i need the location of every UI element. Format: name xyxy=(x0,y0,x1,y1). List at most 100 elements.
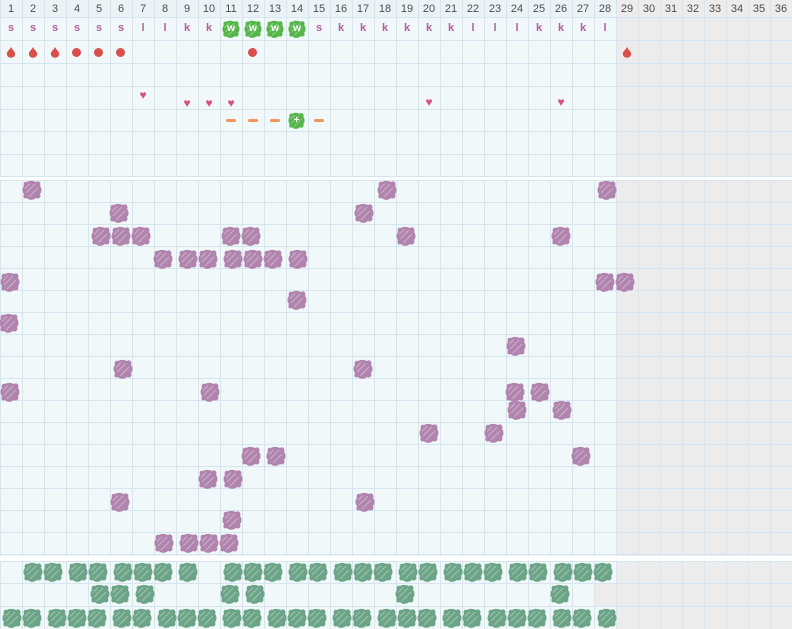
temperature-mark[interactable] xyxy=(507,400,527,420)
temperature-mark[interactable] xyxy=(110,492,130,512)
temperature-mark[interactable] xyxy=(222,510,242,530)
temperature-mark[interactable] xyxy=(506,336,526,356)
history-day-mark[interactable] xyxy=(177,608,197,628)
observation-letter[interactable]: k xyxy=(183,22,191,34)
history-day-mark[interactable] xyxy=(507,608,527,628)
history-day-mark[interactable] xyxy=(353,562,373,582)
bleeding-dot-icon[interactable] xyxy=(116,48,125,57)
observation-letter[interactable]: s xyxy=(29,22,37,34)
temperature-mark[interactable] xyxy=(109,203,129,223)
history-day-mark[interactable] xyxy=(442,608,462,628)
history-day-mark[interactable] xyxy=(223,562,243,582)
bleeding-dot-icon[interactable] xyxy=(72,48,81,57)
temperature-mark[interactable] xyxy=(91,226,111,246)
temperature-mark[interactable] xyxy=(530,382,550,402)
history-day-mark[interactable] xyxy=(417,608,437,628)
history-day-mark[interactable] xyxy=(113,562,133,582)
history-day-mark[interactable] xyxy=(2,608,22,628)
observation-letter[interactable]: l xyxy=(141,22,145,34)
temperature-mark[interactable] xyxy=(419,423,439,443)
history-day-mark[interactable] xyxy=(593,562,613,582)
temperature-mark[interactable] xyxy=(396,226,416,246)
history-day-mark[interactable] xyxy=(68,562,88,582)
observation-letter[interactable]: s xyxy=(315,22,323,34)
observation-letter[interactable]: s xyxy=(95,22,103,34)
history-day-mark[interactable] xyxy=(110,584,130,604)
observation-letter[interactable]: l xyxy=(603,22,607,34)
test-negative-icon[interactable] xyxy=(248,119,258,122)
bleeding-dot-icon[interactable] xyxy=(94,48,103,57)
temperature-mark[interactable] xyxy=(551,226,571,246)
intercourse-heart-icon[interactable]: ♥ xyxy=(183,96,191,110)
history-day-mark[interactable] xyxy=(463,562,483,582)
temperature-mark[interactable] xyxy=(131,226,151,246)
history-day-mark[interactable] xyxy=(112,608,132,628)
intercourse-heart-icon[interactable]: ♥ xyxy=(227,96,235,110)
temperature-mark[interactable] xyxy=(219,533,239,553)
history-day-mark[interactable] xyxy=(550,584,570,604)
temperature-mark[interactable] xyxy=(597,180,617,200)
history-day-mark[interactable] xyxy=(153,562,173,582)
history-day-mark[interactable] xyxy=(90,584,110,604)
temperature-mark[interactable] xyxy=(198,469,218,489)
history-day-mark[interactable] xyxy=(572,608,592,628)
temperature-mark[interactable] xyxy=(198,249,218,269)
top-section-content[interactable]: 1 2 3 4 5 6 7 8 9 10 11 12 13 14 15 16 17 18 19 20 21 22 23 24 2… xyxy=(0,0,792,177)
temperature-mark[interactable] xyxy=(22,180,42,200)
history-day-mark[interactable] xyxy=(67,608,87,628)
history-day-mark[interactable] xyxy=(307,608,327,628)
temperature-mark[interactable] xyxy=(241,446,261,466)
temperature-mark[interactable] xyxy=(353,359,373,379)
history-day-mark[interactable] xyxy=(87,608,107,628)
temperature-mark[interactable] xyxy=(154,533,174,553)
temperature-mark[interactable] xyxy=(571,446,591,466)
history-day-mark[interactable] xyxy=(197,608,217,628)
observation-letter[interactable]: k xyxy=(381,22,389,34)
bleeding-dot-icon[interactable] xyxy=(248,48,257,57)
temperature-mark[interactable] xyxy=(243,249,263,269)
observation-letter[interactable]: k xyxy=(205,22,213,34)
history-day-mark[interactable] xyxy=(528,562,548,582)
history-day-mark[interactable] xyxy=(395,584,415,604)
history-day-mark[interactable] xyxy=(443,562,463,582)
observation-letter[interactable]: l xyxy=(515,22,519,34)
temperature-mark[interactable] xyxy=(221,226,241,246)
history-day-mark[interactable] xyxy=(373,562,393,582)
cycle-history-section[interactable] xyxy=(0,561,792,629)
observation-letter[interactable]: l xyxy=(163,22,167,34)
peak-day-mark[interactable]: w xyxy=(266,20,284,38)
history-day-mark[interactable] xyxy=(88,562,108,582)
history-day-mark[interactable] xyxy=(288,562,308,582)
temperature-mark[interactable] xyxy=(153,249,173,269)
observation-letter[interactable]: k xyxy=(557,22,565,34)
temperature-mark[interactable] xyxy=(355,492,375,512)
temperature-mark[interactable] xyxy=(595,272,615,292)
intercourse-heart-icon[interactable]: ♥ xyxy=(139,88,147,102)
history-day-mark[interactable] xyxy=(508,562,528,582)
peak-day-mark[interactable]: w xyxy=(244,20,262,38)
intercourse-heart-icon[interactable]: ♥ xyxy=(425,95,433,109)
temperature-mark[interactable] xyxy=(199,533,219,553)
temperature-mark[interactable] xyxy=(615,272,635,292)
temperature-mark[interactable] xyxy=(505,382,525,402)
peak-day-mark[interactable]: w xyxy=(288,20,306,38)
history-day-mark[interactable] xyxy=(418,562,438,582)
observation-letter[interactable]: k xyxy=(425,22,433,34)
history-day-mark[interactable] xyxy=(287,608,307,628)
intercourse-heart-icon[interactable]: ♥ xyxy=(205,96,213,110)
history-day-mark[interactable] xyxy=(135,584,155,604)
observation-letter[interactable]: k xyxy=(535,22,543,34)
observation-letter[interactable]: l xyxy=(471,22,475,34)
history-day-mark[interactable] xyxy=(47,608,67,628)
temperature-mark[interactable] xyxy=(263,249,283,269)
temperature-mark[interactable] xyxy=(484,423,504,443)
temperature-mark[interactable] xyxy=(552,400,572,420)
history-day-mark[interactable] xyxy=(573,562,593,582)
history-day-mark[interactable] xyxy=(553,562,573,582)
observation-letter[interactable]: s xyxy=(73,22,81,34)
observation-letter[interactable]: k xyxy=(359,22,367,34)
test-negative-icon[interactable] xyxy=(314,119,324,122)
test-negative-icon[interactable] xyxy=(226,119,236,122)
history-day-mark[interactable] xyxy=(263,562,283,582)
observation-letter[interactable]: k xyxy=(579,22,587,34)
